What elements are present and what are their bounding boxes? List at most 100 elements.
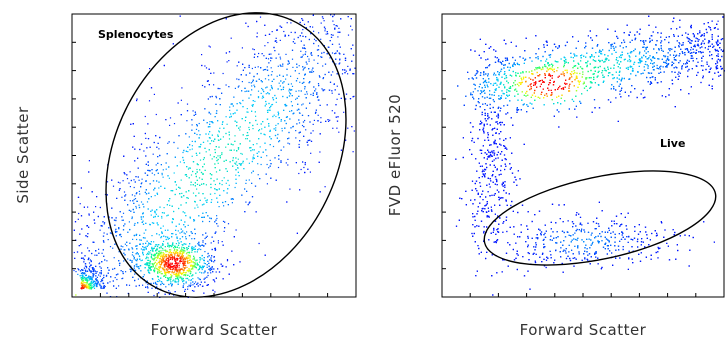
- dot: [165, 254, 167, 256]
- dot: [285, 122, 287, 125]
- dot: [123, 155, 125, 157]
- dot: [108, 269, 110, 271]
- dot: [162, 240, 165, 242]
- dot: [205, 184, 207, 186]
- dot: [88, 250, 90, 252]
- dot: [320, 38, 322, 40]
- dot: [351, 60, 353, 62]
- dot: [172, 268, 174, 270]
- dot: [175, 270, 178, 272]
- dot: [206, 122, 208, 124]
- dot: [163, 207, 165, 209]
- dot: [250, 94, 252, 96]
- dot: [338, 131, 340, 133]
- dot: [175, 264, 178, 266]
- dot: [329, 40, 331, 42]
- dot: [336, 50, 338, 52]
- dot: [180, 276, 182, 278]
- dot: [167, 229, 169, 231]
- dot: [344, 69, 346, 71]
- dot: [249, 122, 251, 124]
- dot: [193, 219, 196, 221]
- dot: [114, 267, 116, 270]
- dot: [122, 229, 125, 231]
- dot: [78, 212, 80, 215]
- dot: [174, 193, 176, 196]
- dot: [154, 270, 156, 272]
- dot: [164, 260, 166, 262]
- dot: [153, 93, 155, 95]
- dot: [107, 272, 109, 274]
- dot: [318, 161, 320, 163]
- dot: [194, 248, 196, 250]
- dot: [164, 273, 166, 275]
- dot: [177, 244, 180, 246]
- dot: [192, 110, 194, 112]
- dot: [130, 270, 132, 273]
- dot: [338, 43, 340, 45]
- dot: [285, 53, 287, 55]
- dot: [320, 121, 322, 123]
- dot: [307, 139, 309, 142]
- dot: [124, 195, 126, 197]
- dot: [202, 158, 205, 161]
- dot: [203, 245, 205, 247]
- dot: [80, 187, 82, 189]
- dot: [135, 245, 137, 247]
- dot: [257, 155, 259, 157]
- dot: [180, 219, 182, 221]
- dot: [182, 260, 184, 262]
- dot: [94, 254, 96, 256]
- dot: [246, 190, 248, 192]
- dot: [150, 241, 152, 243]
- dot: [175, 233, 177, 236]
- dot: [184, 233, 186, 235]
- dot: [322, 77, 325, 79]
- dot: [241, 153, 243, 155]
- dot: [154, 210, 156, 212]
- dot: [215, 95, 217, 98]
- dot: [99, 275, 101, 277]
- dot: [86, 270, 89, 272]
- dot: [183, 262, 186, 264]
- dot: [107, 239, 109, 241]
- dot: [254, 66, 256, 68]
- dot: [254, 53, 256, 55]
- dot: [233, 149, 235, 151]
- dot: [306, 93, 308, 95]
- dot: [80, 283, 82, 285]
- dot: [188, 255, 190, 257]
- dot: [88, 226, 90, 228]
- dot: [85, 285, 87, 287]
- dot: [277, 111, 279, 113]
- dot: [296, 66, 298, 68]
- dot: [138, 255, 140, 257]
- dot: [151, 222, 153, 224]
- dot: [146, 174, 149, 176]
- dot: [230, 143, 232, 145]
- dot: [100, 272, 102, 274]
- dot: [91, 279, 93, 281]
- dot: [343, 53, 345, 55]
- dot: [167, 254, 169, 256]
- dot: [148, 243, 150, 245]
- dot: [145, 193, 148, 195]
- dot: [345, 139, 347, 141]
- dot: [282, 65, 284, 67]
- dot: [135, 253, 137, 255]
- dot: [271, 57, 273, 59]
- dot: [206, 201, 208, 203]
- dot: [99, 272, 101, 274]
- dot: [335, 52, 337, 54]
- dot: [199, 265, 201, 267]
- dot: [228, 138, 231, 140]
- dot: [86, 280, 88, 282]
- dot: [129, 186, 131, 188]
- dot: [195, 195, 197, 197]
- dot: [132, 200, 134, 202]
- dot: [87, 233, 89, 235]
- dot: [155, 259, 158, 261]
- dot: [133, 257, 135, 259]
- dot: [162, 254, 164, 256]
- dot: [321, 16, 324, 18]
